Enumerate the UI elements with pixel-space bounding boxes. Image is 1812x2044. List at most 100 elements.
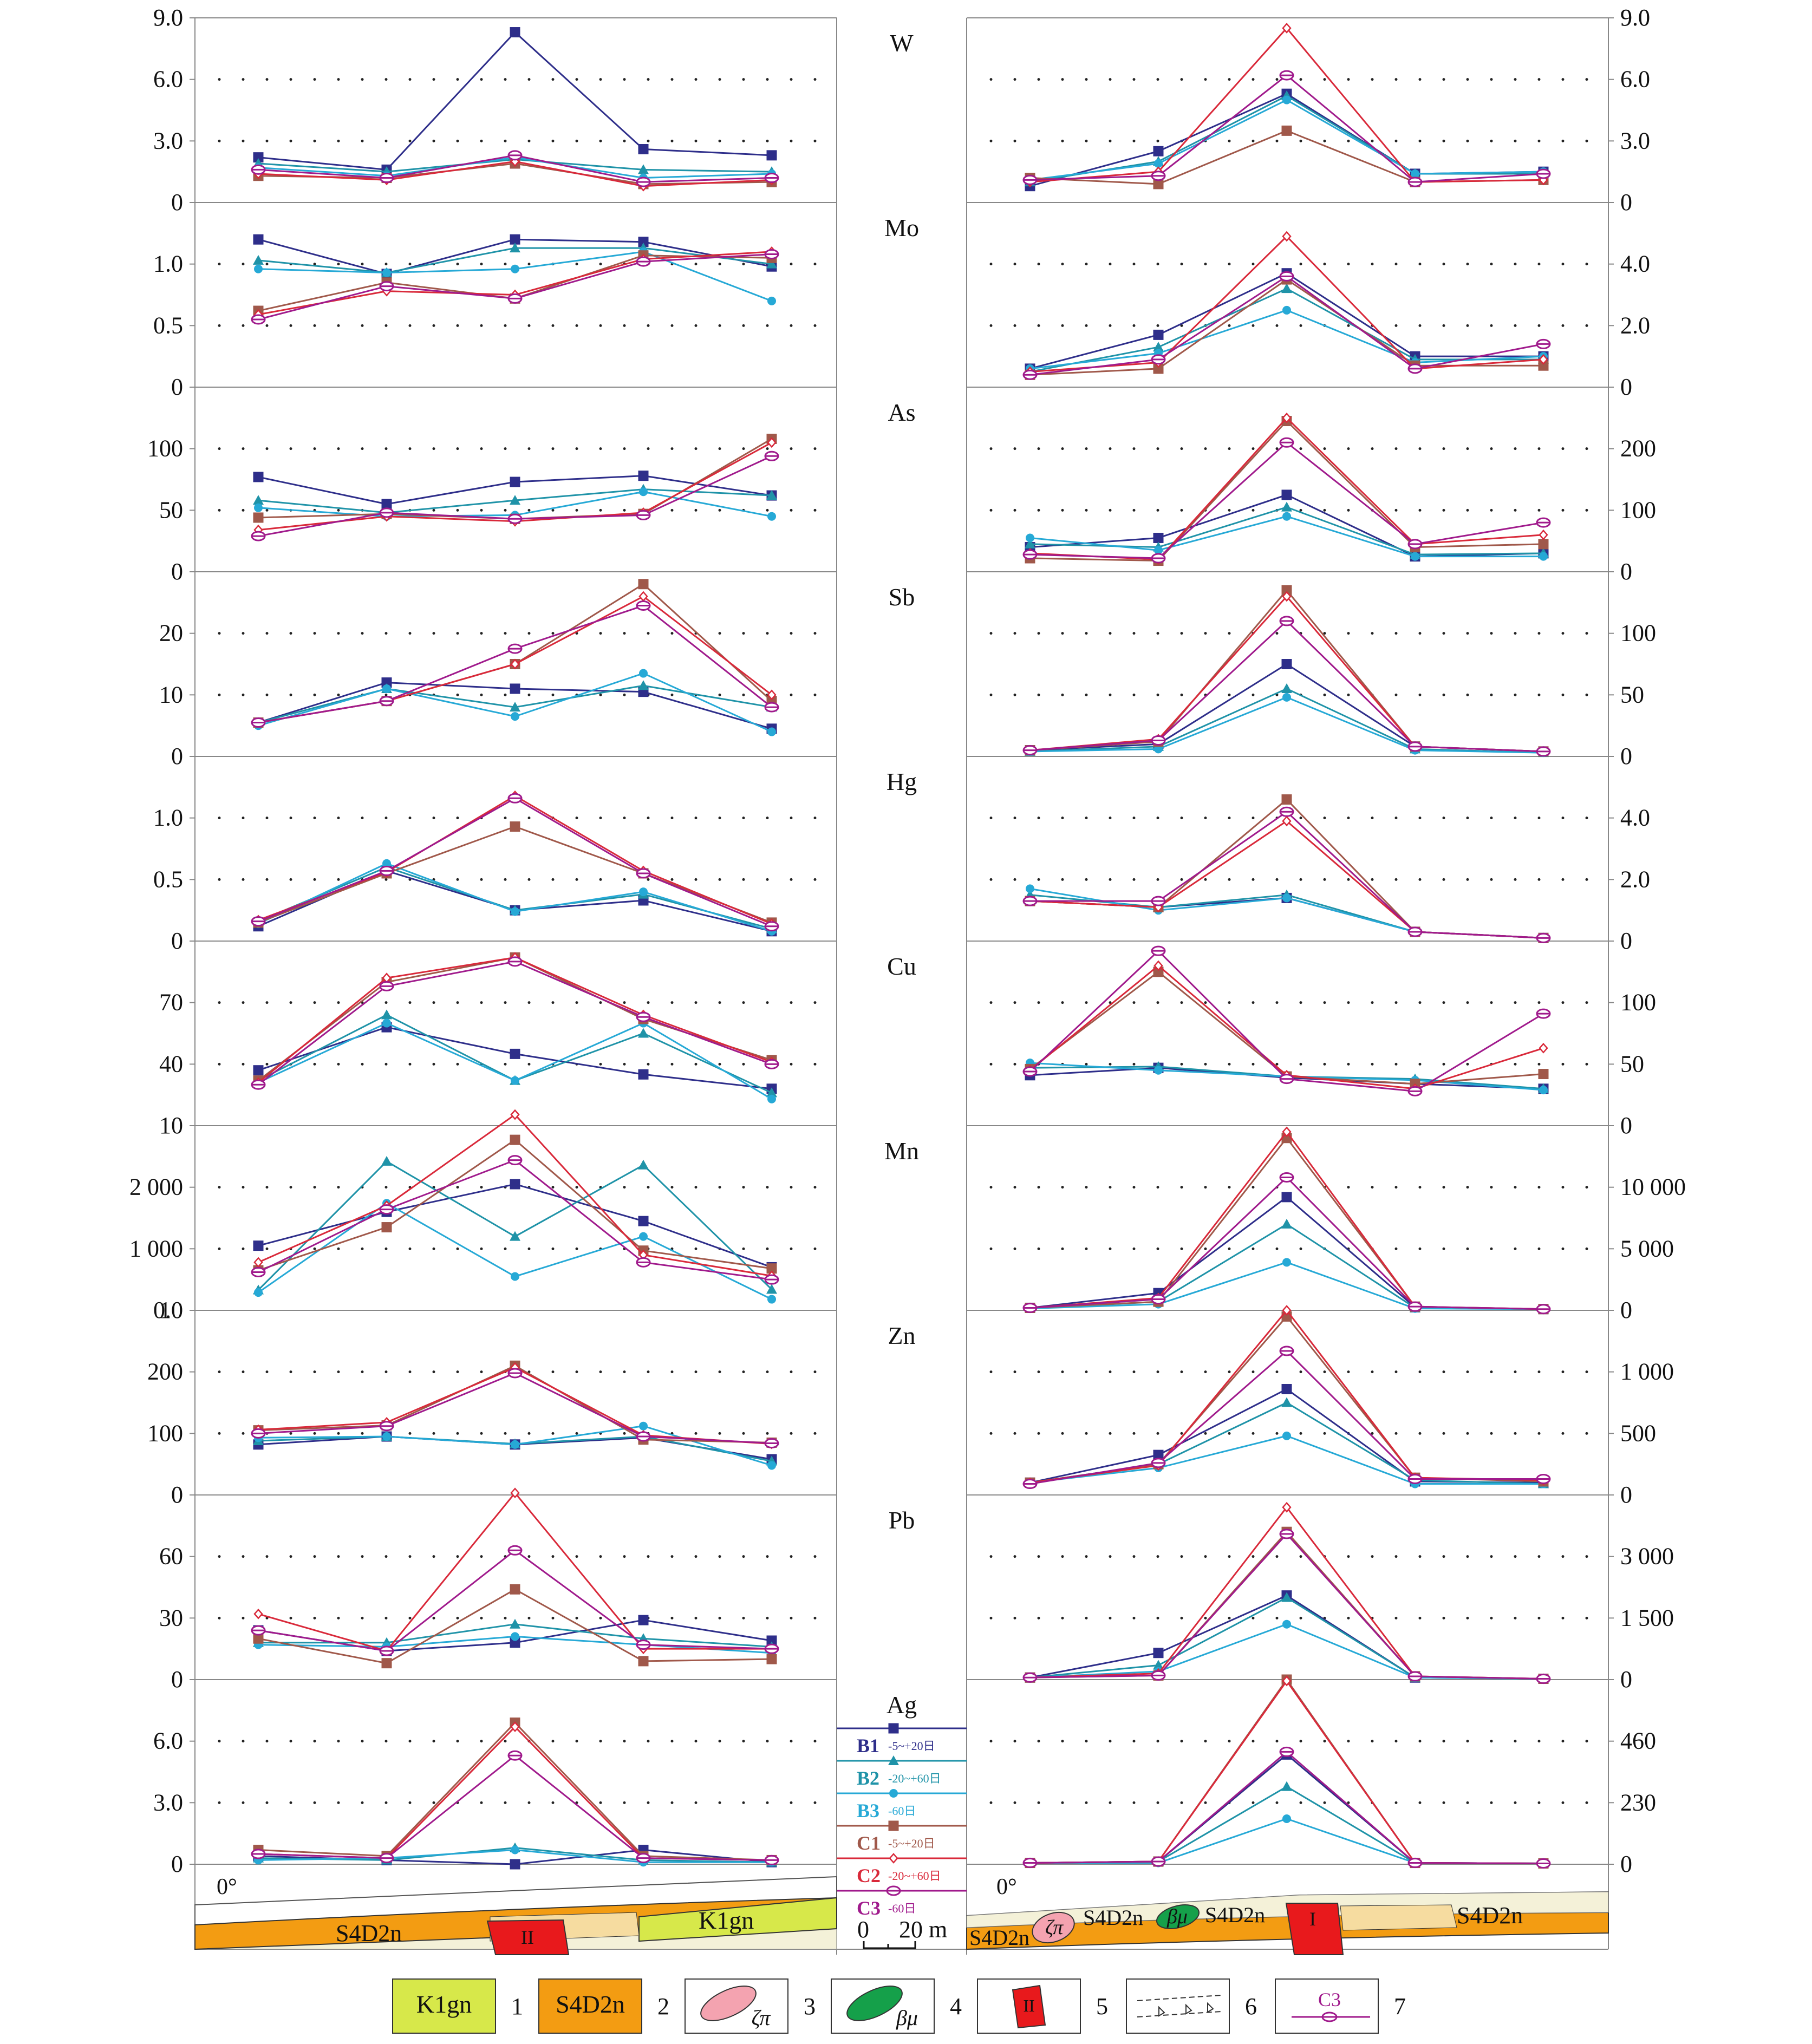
chart-W-left: 0 3.0 6.0 9.0 bbox=[153, 4, 825, 215]
point-C2 bbox=[1282, 412, 1292, 423]
tick-label: 6.0 bbox=[153, 66, 183, 93]
tick-label: 1.0 bbox=[153, 805, 183, 831]
point-B1 bbox=[510, 27, 520, 38]
tick-label: 0 bbox=[171, 189, 183, 215]
tick-label: 9.0 bbox=[153, 4, 183, 31]
tick-label: 1 000 bbox=[1620, 1359, 1674, 1385]
scale-zero: 0 bbox=[857, 1916, 869, 1943]
point-C1 bbox=[510, 821, 520, 832]
tick-label: 9.0 bbox=[1620, 4, 1650, 31]
series-line-B3 bbox=[1029, 515, 1543, 558]
series-line-C2 bbox=[1029, 27, 1544, 183]
point-C2 bbox=[1282, 1126, 1292, 1138]
point-B3 bbox=[511, 264, 519, 273]
point-B2 bbox=[1153, 1660, 1164, 1670]
tick-label: 2.0 bbox=[1620, 312, 1650, 338]
point-B2 bbox=[510, 702, 520, 712]
point-B1 bbox=[510, 476, 520, 487]
point-B2 bbox=[766, 1284, 777, 1294]
point-B3 bbox=[382, 1432, 391, 1441]
legend-item-5: II 5 bbox=[977, 1978, 1108, 2034]
series-line-B2 bbox=[1029, 1785, 1544, 1865]
point-B1 bbox=[510, 1179, 520, 1190]
series-line-B1 bbox=[1029, 1594, 1544, 1680]
tick-label: 10 bbox=[159, 1112, 183, 1139]
element-label: Zn bbox=[888, 1322, 915, 1349]
legend-swatch bbox=[1126, 1978, 1230, 2034]
point-B1 bbox=[638, 471, 649, 481]
legend-number: 1 bbox=[511, 1993, 523, 2020]
tick-label: 0 bbox=[1620, 1851, 1632, 1877]
tick-label: 0.0 bbox=[153, 1297, 183, 1323]
point-C2 bbox=[1282, 591, 1292, 602]
tick-label: 0 bbox=[171, 928, 183, 954]
point-B1 bbox=[510, 683, 520, 694]
chart-W-right: 0 3.0 6.0 9.0 bbox=[989, 4, 1650, 215]
unit-K1gn bbox=[638, 1897, 837, 1942]
tick-label: 70 bbox=[159, 989, 183, 1016]
tick-label: 100 bbox=[147, 435, 183, 462]
legend-label: K1gn bbox=[416, 1990, 472, 2018]
point-B3 bbox=[639, 887, 648, 897]
dyke-beta-mu bbox=[1156, 1904, 1200, 1929]
series-legend-key-C1: C1 bbox=[857, 1832, 881, 1854]
point-B2 bbox=[766, 1087, 777, 1098]
dyke-label: βμ bbox=[1166, 1905, 1188, 1928]
legend-number: 3 bbox=[804, 1993, 816, 2020]
point-B3 bbox=[1154, 159, 1163, 168]
point-B1 bbox=[638, 143, 649, 154]
point-B3 bbox=[1282, 305, 1291, 315]
point-C2 bbox=[1282, 1675, 1292, 1687]
point-C1 bbox=[510, 1584, 520, 1595]
point-B3 bbox=[639, 669, 648, 678]
point-C2 bbox=[510, 658, 520, 670]
point-B3 bbox=[1282, 1258, 1291, 1267]
point-B1 bbox=[1281, 1192, 1292, 1203]
series-line-C2 bbox=[258, 1367, 772, 1445]
series-line-B1 bbox=[1029, 663, 1544, 753]
point-B2 bbox=[1281, 683, 1292, 693]
point-B2 bbox=[1281, 1781, 1292, 1791]
tick-label: 0 bbox=[171, 1481, 183, 1508]
point-B3 bbox=[1282, 1431, 1291, 1440]
point-B3 bbox=[1282, 1814, 1291, 1823]
point-B2 bbox=[638, 164, 649, 174]
legend-item-1: K1gn 1 bbox=[392, 1978, 523, 2034]
point-B2 bbox=[1281, 1218, 1292, 1229]
legend-number: 2 bbox=[657, 1993, 669, 2020]
chart-Pb-left: 0 30 60 bbox=[159, 1487, 825, 1693]
scale-length: 20 m bbox=[899, 1916, 947, 1943]
tick-label: 6.0 bbox=[1620, 66, 1650, 93]
element-label: Mn bbox=[884, 1137, 919, 1165]
legend-item-4: βμ 4 bbox=[831, 1978, 962, 2034]
chart-Sb-left: 0 10 20 bbox=[159, 579, 825, 769]
series-line-C3 bbox=[258, 1372, 772, 1445]
series-line-B2 bbox=[258, 866, 772, 930]
series-legend-depth-C2: -20~+60日 bbox=[888, 1869, 941, 1883]
tick-label: 0 bbox=[1620, 374, 1632, 400]
dyke-label: ζπ bbox=[1045, 1916, 1064, 1939]
point-C1 bbox=[510, 1134, 520, 1145]
unit-label: S4D2n bbox=[969, 1925, 1029, 1950]
tick-label: 6.0 bbox=[153, 1728, 183, 1754]
point-B3 bbox=[511, 1272, 519, 1281]
tick-label: 0 bbox=[1620, 1297, 1632, 1323]
point-B3 bbox=[1154, 745, 1163, 754]
point-C1 bbox=[1281, 794, 1292, 805]
point-B3 bbox=[382, 1018, 391, 1028]
series-line-B3 bbox=[1029, 309, 1544, 370]
dip-label: 0° bbox=[996, 1875, 1017, 1899]
tick-label: 0 bbox=[171, 743, 183, 769]
point-B1 bbox=[1153, 146, 1164, 156]
series-legend-key-B1: B1 bbox=[857, 1735, 879, 1756]
legend-item-2: S4D2n 2 bbox=[538, 1978, 669, 2034]
point-C2 bbox=[510, 1487, 520, 1499]
point-B3 bbox=[767, 296, 776, 305]
point-B2 bbox=[638, 680, 649, 690]
tick-label: 0.5 bbox=[153, 312, 183, 338]
chart-Mn-left: 0.0 1 000 2 000 bbox=[129, 1109, 825, 1323]
element-label: Hg bbox=[887, 768, 917, 795]
point-B1 bbox=[766, 150, 777, 161]
